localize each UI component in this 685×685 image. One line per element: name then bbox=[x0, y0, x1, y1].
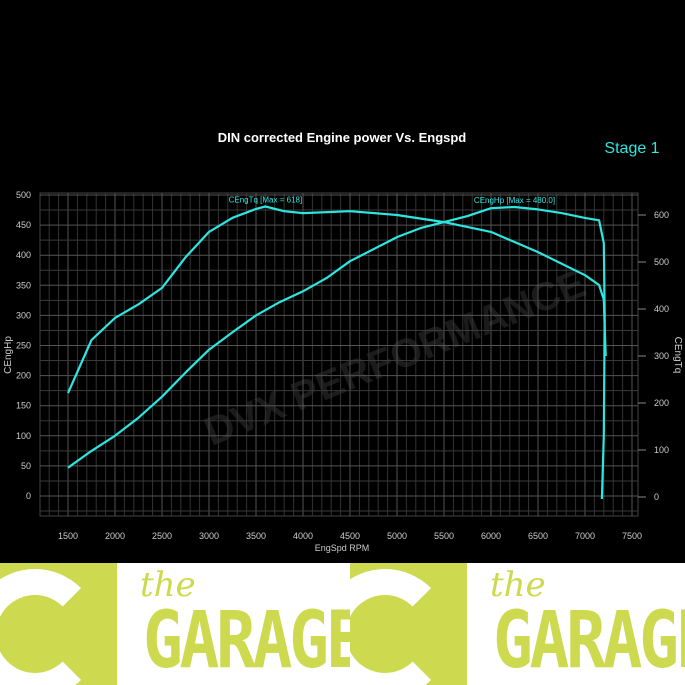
garage-logo: the GARAGE bbox=[0, 563, 350, 685]
x-tick-label: 3500 bbox=[246, 531, 266, 541]
y-left-tick-label: 400 bbox=[16, 250, 31, 260]
logo-the: the bbox=[140, 565, 196, 605]
engine-power-chart: DIN corrected Engine power Vs. Engspd St… bbox=[3, 130, 683, 553]
y-axis-left-label: CEngHp bbox=[3, 336, 14, 374]
series-line-cengtq bbox=[66, 205, 607, 394]
chart-title: DIN corrected Engine power Vs. Engspd bbox=[218, 130, 467, 145]
x-tick-label: 5000 bbox=[387, 531, 407, 541]
y-left-tick-label: 350 bbox=[16, 280, 31, 290]
x-tick-label: 3000 bbox=[199, 531, 219, 541]
y-left-tick-label: 50 bbox=[21, 461, 31, 471]
y-right-tick-label: 100 bbox=[654, 445, 669, 455]
series-line-cenghp bbox=[67, 205, 606, 500]
garage-logo: the GARAGE bbox=[350, 563, 685, 685]
series-max-label: CEngHp [Max = 480.0] bbox=[474, 196, 555, 205]
x-tick-label: 7500 bbox=[622, 531, 642, 541]
logo-garage: GARAGE bbox=[143, 596, 350, 685]
y-left-tick-label: 450 bbox=[16, 220, 31, 230]
y-left-tick-label: 500 bbox=[16, 190, 31, 200]
plot-frame bbox=[39, 192, 639, 517]
y-right-tick-label: 200 bbox=[654, 398, 669, 408]
sponsor-banner: the GARAGE the GARAGE bbox=[0, 563, 685, 685]
g-emblem bbox=[350, 563, 467, 685]
y-right-tick-label: 300 bbox=[654, 351, 669, 361]
series-max-label: CEngTq [Max = 618] bbox=[229, 196, 303, 205]
y-right-tick-label: 400 bbox=[654, 304, 669, 314]
g-emblem bbox=[0, 563, 117, 685]
grid bbox=[39, 192, 639, 517]
y-right-tick-label: 500 bbox=[654, 257, 669, 267]
y-left-tick-label: 300 bbox=[16, 310, 31, 320]
stage-badge: Stage 1 bbox=[604, 140, 659, 157]
x-tick-label: 6000 bbox=[481, 531, 501, 541]
y-left-tick-label: 200 bbox=[16, 371, 31, 381]
series-group: CEngHp [Max = 480.0] CEngTq [Max = 618] bbox=[66, 196, 607, 500]
x-tick-label: 2000 bbox=[105, 531, 125, 541]
y-axis-right-label: CEngTq bbox=[672, 337, 683, 374]
y-left-tick-label: 250 bbox=[16, 341, 31, 351]
x-tick-label: 4000 bbox=[293, 531, 313, 541]
x-tick-label: 7000 bbox=[575, 531, 595, 541]
y-left-tick-label: 150 bbox=[16, 401, 31, 411]
y-left-tick-label: 0 bbox=[26, 491, 31, 501]
y-right-tick-label: 600 bbox=[654, 210, 669, 220]
x-tick-label: 4500 bbox=[340, 531, 360, 541]
watermark: DVX PERFORMANCE bbox=[198, 261, 592, 454]
x-tick-label: 2500 bbox=[152, 531, 172, 541]
y-left-tick-label: 100 bbox=[16, 431, 31, 441]
x-axis-label: EngSpd RPM bbox=[315, 543, 370, 553]
x-tick-label: 1500 bbox=[58, 531, 78, 541]
x-tick-label: 5500 bbox=[434, 531, 454, 541]
axes: 0501001502002503003504004505000100200300… bbox=[16, 190, 669, 541]
logo-the: the bbox=[490, 565, 546, 605]
logo-garage: GARAGE bbox=[493, 596, 685, 685]
x-tick-label: 6500 bbox=[528, 531, 548, 541]
y-right-tick-label: 0 bbox=[654, 492, 659, 502]
